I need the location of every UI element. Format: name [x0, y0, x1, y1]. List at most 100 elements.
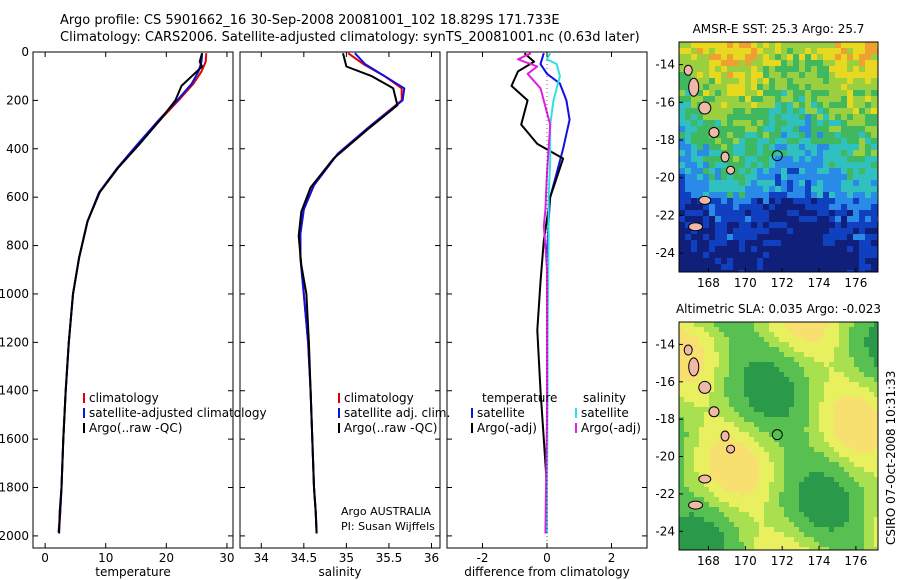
sst-map-cell	[865, 48, 872, 55]
sla-map-cell	[679, 367, 685, 373]
sla-map-cell	[699, 542, 705, 548]
sla-map-cell	[829, 382, 835, 388]
sst-map-cell	[811, 144, 818, 151]
sla-map-cell	[739, 532, 745, 538]
sla-map-cell	[844, 517, 850, 523]
sla-map-cell	[684, 422, 690, 428]
sla-map-cell	[824, 372, 830, 378]
sst-map-cell	[805, 180, 812, 187]
sla-map-cell	[694, 392, 700, 398]
sst-map-cell	[787, 60, 794, 67]
sla-map-cell	[804, 447, 810, 453]
sla-map-cell	[759, 432, 765, 438]
sla-map-ytick-label: -20	[655, 450, 675, 464]
sst-map-cell	[703, 48, 710, 55]
sst-map-cell	[745, 42, 752, 49]
sla-map-cell	[829, 387, 835, 393]
sst-map-cell	[817, 234, 824, 241]
sla-map-cell	[839, 407, 845, 413]
sla-map-cell	[849, 342, 855, 348]
sla-map-cell	[729, 367, 735, 373]
sst-map-cell	[739, 132, 746, 139]
sst-map-cell	[847, 84, 854, 91]
sla-map-cell	[854, 452, 860, 458]
sla-map-cell	[679, 522, 685, 528]
sla-map-cell	[769, 527, 775, 533]
sst-map-cell	[829, 108, 836, 115]
sst-map-cell	[793, 108, 800, 115]
sla-map-cell	[844, 342, 850, 348]
sst-map-cell	[757, 216, 764, 223]
sst-map-cell	[781, 48, 788, 55]
sla-map-cell	[699, 457, 705, 463]
sla-map-cell	[709, 387, 715, 393]
sla-map-cell	[729, 382, 735, 388]
sst-map-cell	[739, 126, 746, 133]
sla-map-cell	[869, 452, 875, 458]
sst-map-cell	[865, 174, 872, 181]
sla-map-cell	[839, 487, 845, 493]
sla-map-cell	[749, 382, 755, 388]
sla-map-cell	[714, 332, 720, 338]
sla-map-cell	[684, 332, 690, 338]
sla-map-cell	[784, 497, 790, 503]
sst-map-cell	[709, 42, 716, 49]
sst-map-cell	[751, 222, 758, 229]
sla-map-cell	[684, 482, 690, 488]
sla-map-cell	[714, 482, 720, 488]
sla-map-cell	[749, 517, 755, 523]
sst-map-cell	[781, 126, 788, 133]
sst-map-cell	[841, 126, 848, 133]
sst-map-cell	[709, 60, 716, 67]
sla-map-cell	[804, 377, 810, 383]
sla-map-cell	[819, 342, 825, 348]
sla-map-cell	[714, 427, 720, 433]
sst-map-cell	[685, 216, 692, 223]
sst-map-cell	[745, 108, 752, 115]
sla-map-cell	[869, 332, 875, 338]
sla-map-cell	[839, 322, 845, 328]
sst-map-cell	[763, 84, 770, 91]
sst-map-cell	[823, 102, 830, 109]
sla-map-cell	[819, 527, 825, 533]
sst-map-cell	[697, 150, 704, 157]
sla-map-cell	[844, 447, 850, 453]
sla-map-cell	[679, 472, 685, 478]
sla-map-cell	[809, 547, 815, 550]
sla-map-cell	[839, 457, 845, 463]
sst-map-cell	[847, 252, 854, 259]
sst-map-cell	[817, 126, 824, 133]
sla-map-cell	[829, 432, 835, 438]
sla-map-cell	[779, 352, 785, 358]
sst-map-cell	[847, 126, 854, 133]
sla-map-cell	[689, 492, 695, 498]
sst-map-cell	[763, 180, 770, 187]
sla-map-cell	[849, 447, 855, 453]
sst-map-cell	[835, 252, 842, 259]
sst-map-cell	[697, 180, 704, 187]
sla-map-cell	[854, 522, 860, 528]
sla-map-cell	[819, 407, 825, 413]
sla-map-cell	[684, 457, 690, 463]
sst-map-cell	[865, 198, 872, 205]
sst-map-cell	[727, 210, 734, 217]
sst-map-cell	[835, 120, 842, 127]
sst-map-cell	[817, 174, 824, 181]
sla-map-cell	[874, 332, 878, 338]
sst-map-cell	[799, 204, 806, 211]
sla-map-cell	[784, 442, 790, 448]
sla-map-cell	[724, 377, 730, 383]
sst-map-cell	[709, 150, 716, 157]
sla-map-cell	[794, 472, 800, 478]
sst-map-cell	[739, 270, 746, 272]
sst-map-cell	[691, 54, 698, 61]
sst-map-island	[698, 101, 712, 115]
sst-map-cell	[829, 54, 836, 61]
sla-map-cell	[764, 337, 770, 343]
sla-map-cell	[869, 342, 875, 348]
sst-map-cell	[859, 114, 866, 121]
sst-map-cell	[727, 252, 734, 259]
sst-map-cell	[799, 216, 806, 223]
sla-map-cell	[874, 462, 878, 468]
sla-map-cell	[784, 457, 790, 463]
